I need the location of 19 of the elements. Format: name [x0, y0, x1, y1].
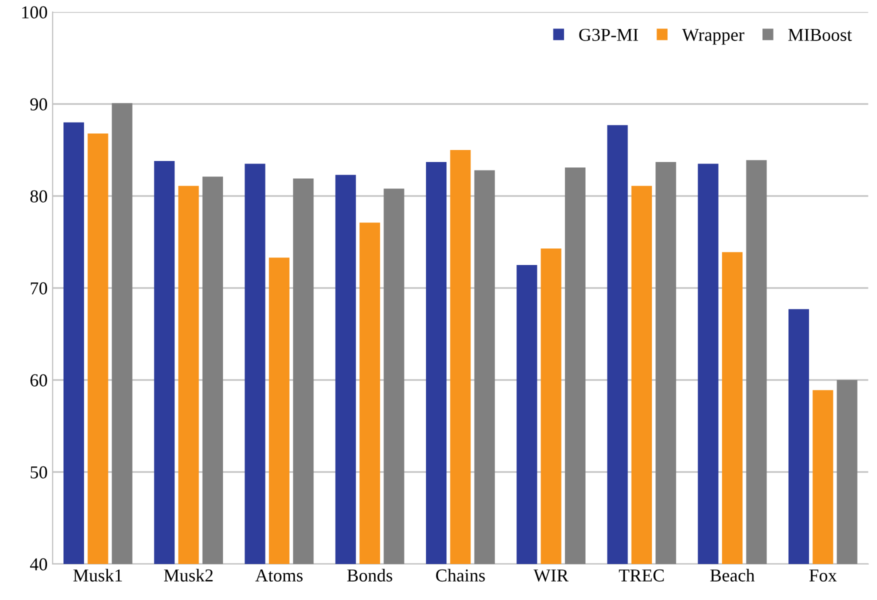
x-tick-label: Musk2: [164, 568, 213, 582]
x-tick-label: WIR: [534, 570, 569, 582]
x-tick-label: Beach: [710, 568, 755, 582]
x-tick-label: Musk1: [73, 568, 122, 582]
y-tick-label: 40: [30, 558, 48, 570]
legend-label: MIBoost: [788, 28, 852, 41]
y-tick-label: 50: [30, 466, 48, 478]
legend-label: G3P-MI: [579, 28, 638, 41]
x-tick-label: Bonds: [347, 568, 392, 582]
legend-label: Wrapper: [682, 28, 744, 45]
y-tick-label: 80: [30, 190, 48, 202]
x-tick-label: Fox: [809, 570, 837, 582]
x-tick-label: Atoms: [255, 569, 303, 582]
y-tick-label: 90: [30, 98, 48, 110]
y-tick-label: 70: [30, 282, 48, 294]
y-tick-label: 100: [22, 6, 48, 18]
y-tick-label: 60: [30, 374, 48, 386]
x-tick-label: Chains: [436, 568, 485, 582]
x-tick-label: TREC: [618, 569, 664, 582]
